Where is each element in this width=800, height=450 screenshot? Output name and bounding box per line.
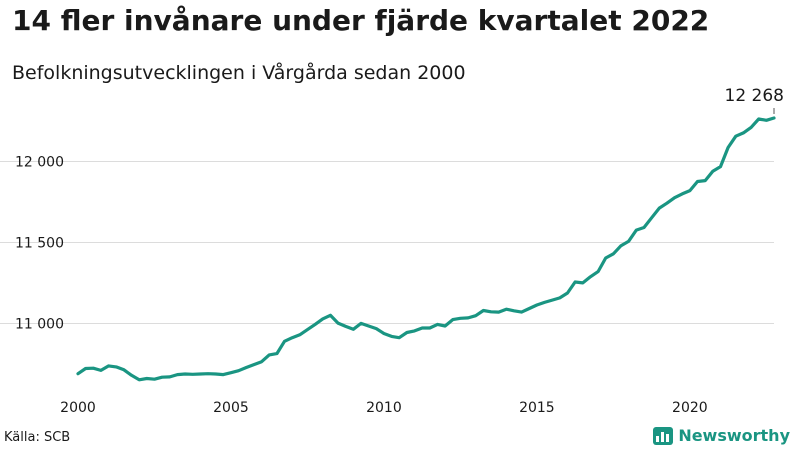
y-tick-label: 11 000 — [15, 316, 64, 332]
x-tick-label: 2000 — [60, 400, 96, 416]
brand-name: Newsworthy — [678, 426, 790, 445]
x-tick-label: 2015 — [519, 400, 555, 416]
source-note: Källa: SCB — [4, 430, 71, 445]
y-tick-label: 12 000 — [15, 154, 64, 170]
y-tick-label: 11 500 — [15, 235, 64, 251]
chart-title: 14 fler invånare under fjärde kvartalet … — [12, 4, 710, 37]
brand-logo: Newsworthy — [653, 426, 790, 445]
chart-subtitle: Befolkningsutvecklingen i Vårgårda sedan… — [12, 62, 466, 84]
last-value-label: 12 268 — [725, 86, 784, 106]
x-tick-label: 2010 — [366, 400, 402, 416]
x-tick-label: 2020 — [672, 400, 708, 416]
x-tick-label: 2005 — [213, 400, 249, 416]
series-line — [76, 116, 776, 382]
bar-chart-icon — [653, 426, 674, 445]
